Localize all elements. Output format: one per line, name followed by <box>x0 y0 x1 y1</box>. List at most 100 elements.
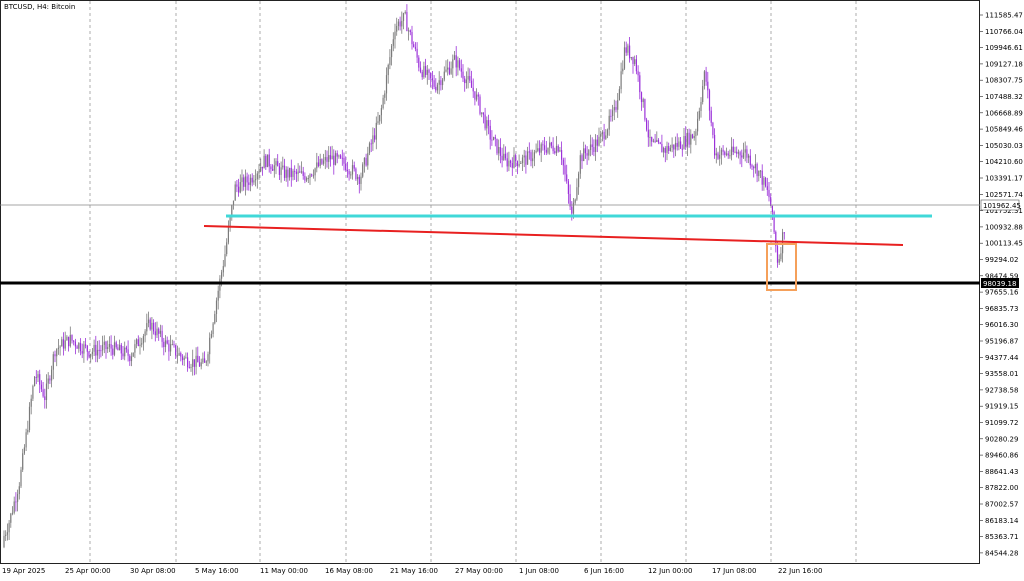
candle-body <box>683 136 685 149</box>
candle-body <box>751 165 753 167</box>
candle-body <box>365 157 367 166</box>
candle-body <box>362 164 364 177</box>
candle-body <box>181 356 184 361</box>
candle-body <box>686 132 688 147</box>
candle-body <box>105 341 107 350</box>
candle-body <box>537 148 539 151</box>
candle-body <box>56 349 58 357</box>
candle-body <box>367 153 369 166</box>
candle-body <box>666 146 668 153</box>
candle-body <box>465 79 467 84</box>
candle-body <box>22 453 24 470</box>
candle-body <box>639 75 641 93</box>
candle-body <box>552 145 554 152</box>
candle-body <box>583 148 585 162</box>
candle-body <box>256 173 258 180</box>
candle-body <box>374 135 376 140</box>
time-tick-label: 27 May 00:00 <box>455 567 503 575</box>
candle-body <box>595 139 597 152</box>
candle-body <box>566 174 568 182</box>
candle-body <box>460 68 462 72</box>
candle-body <box>448 67 450 74</box>
candle-body <box>453 55 456 60</box>
candle-body <box>533 152 535 159</box>
candle-body <box>98 349 100 351</box>
candle-body <box>540 144 542 153</box>
candle-body <box>113 342 116 355</box>
candle-body <box>363 157 365 165</box>
candle-body <box>272 169 274 171</box>
orange-highlight-box[interactable] <box>766 243 797 291</box>
candle-body <box>578 173 580 188</box>
candle-body <box>637 71 639 76</box>
price-tick-label: 100113.45 <box>985 240 1023 248</box>
candle-body <box>117 347 119 351</box>
price-tick-label: 94377.44 <box>985 354 1019 362</box>
candle-body <box>591 144 593 148</box>
candle-body <box>717 153 719 159</box>
candle-body <box>278 166 280 175</box>
candle-body <box>452 59 454 69</box>
price-tick-label: 87822.00 <box>985 484 1018 492</box>
candle-body <box>700 102 702 111</box>
candle-body <box>640 92 643 103</box>
time-tick-label: 21 May 16:00 <box>390 567 438 575</box>
candle-body <box>141 343 143 345</box>
candle-body <box>501 155 503 161</box>
candle-body <box>95 344 97 356</box>
candle-body <box>54 354 56 357</box>
red-trendline[interactable] <box>203 225 904 246</box>
candle-body <box>409 30 411 33</box>
candle-body <box>180 353 182 357</box>
candle-body <box>210 334 212 338</box>
candle-body <box>467 76 469 80</box>
candle-body <box>183 357 185 361</box>
candle-body <box>52 354 54 370</box>
level-price-tag: 98039.18 <box>981 278 1019 288</box>
chart-title: BTCUSD, H4: Bitcoin <box>4 3 75 11</box>
candle-body <box>120 344 122 354</box>
candle-body <box>494 137 496 139</box>
candle-body <box>307 177 309 179</box>
candle-body <box>559 150 561 152</box>
candle-body <box>518 163 520 166</box>
candle-body <box>610 115 612 117</box>
candle-body <box>588 150 590 156</box>
candle-body <box>693 136 695 139</box>
candle-body <box>61 339 63 347</box>
candle-body <box>88 351 90 357</box>
candle-body <box>634 59 636 64</box>
candle-body <box>321 159 323 164</box>
candle-body <box>91 351 93 354</box>
candle-body <box>74 341 76 347</box>
candle-body <box>484 114 486 129</box>
candle-body <box>217 290 219 301</box>
price-tick-label: 100932.88 <box>985 223 1023 231</box>
candle-body <box>17 494 19 502</box>
candle-body <box>419 67 422 72</box>
candle-body <box>44 396 46 401</box>
candle-body <box>190 366 192 368</box>
candle-body <box>316 162 318 169</box>
candle-body <box>741 155 743 158</box>
candle-body <box>125 347 127 350</box>
candle-body <box>277 161 279 167</box>
candle-body <box>8 522 10 533</box>
price-tick-label: 92738.58 <box>985 386 1018 394</box>
candle-body <box>754 164 756 169</box>
candle-body <box>508 160 510 167</box>
candle-body <box>685 136 687 147</box>
candle-body <box>756 164 758 177</box>
candle-body <box>215 300 218 315</box>
candle-body <box>130 356 133 362</box>
price-tick-label: 89460.86 <box>985 452 1019 460</box>
candle-body <box>193 359 195 367</box>
candle-body <box>146 323 148 332</box>
candle-body <box>766 186 768 190</box>
candle-body <box>231 205 233 217</box>
candle-body <box>499 147 501 156</box>
price-tick-label: 108307.75 <box>985 77 1023 85</box>
candle-body <box>731 146 733 156</box>
